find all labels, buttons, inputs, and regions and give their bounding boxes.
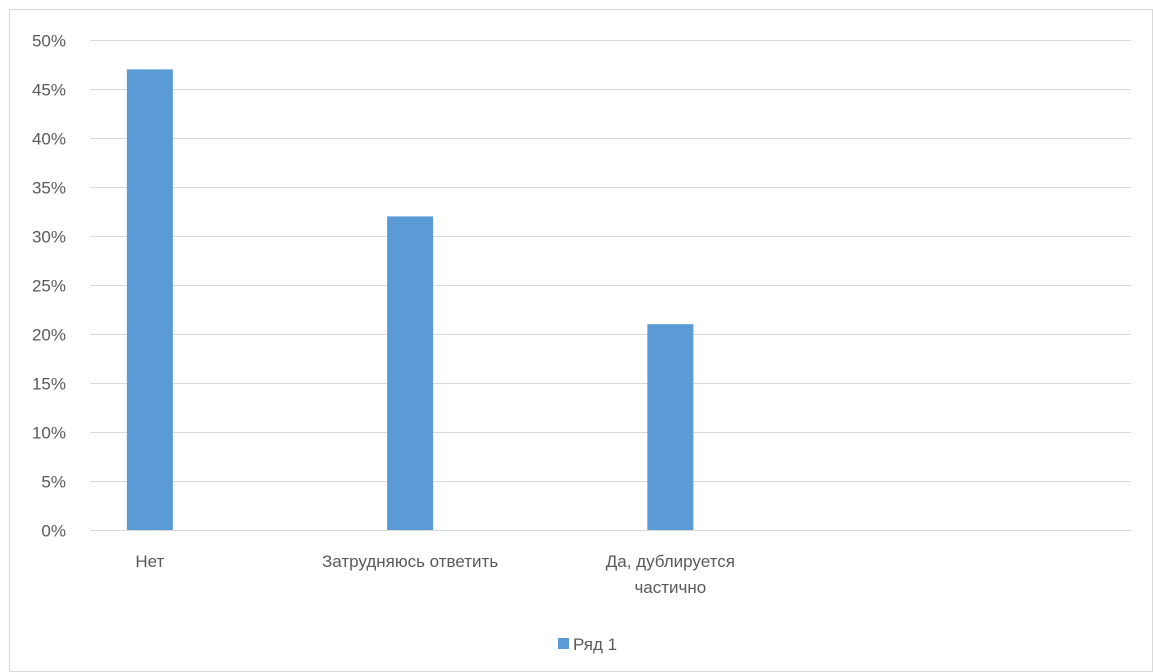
y-tick-label: 40% [32, 130, 66, 149]
y-tick-label: 45% [32, 81, 66, 100]
y-tick-label: 10% [32, 424, 66, 443]
legend: Ряд 1 [558, 635, 617, 654]
bars [126, 69, 694, 531]
x-axis-category-labels: Нет Затрудняюсь ответить Да, дублируется ча… [135, 552, 735, 597]
gridlines [90, 40, 1131, 531]
legend-label: Ряд 1 [573, 635, 617, 654]
y-tick-label: 25% [32, 277, 66, 296]
y-axis-tick-labels: 0% 5% 10% 15% 20% 25% 30% 35% 40% 45% 50% [32, 32, 66, 541]
x-category-label: частично [634, 578, 706, 597]
y-tick-label: 20% [32, 326, 66, 345]
y-tick-label: 5% [41, 473, 66, 492]
x-category-label: Да, дублируется [606, 552, 735, 571]
bar [647, 324, 694, 530]
chart-frame [9, 9, 1153, 672]
y-tick-label: 15% [32, 375, 66, 394]
y-tick-label: 30% [32, 228, 66, 247]
y-tick-label: 0% [41, 522, 66, 541]
y-tick-label: 35% [32, 179, 66, 198]
bar [126, 69, 173, 531]
legend-swatch [558, 638, 569, 649]
bar [387, 216, 434, 530]
x-category-label: Затрудняюсь ответить [322, 552, 498, 571]
y-tick-label: 50% [32, 32, 66, 51]
x-category-label: Нет [135, 552, 164, 571]
